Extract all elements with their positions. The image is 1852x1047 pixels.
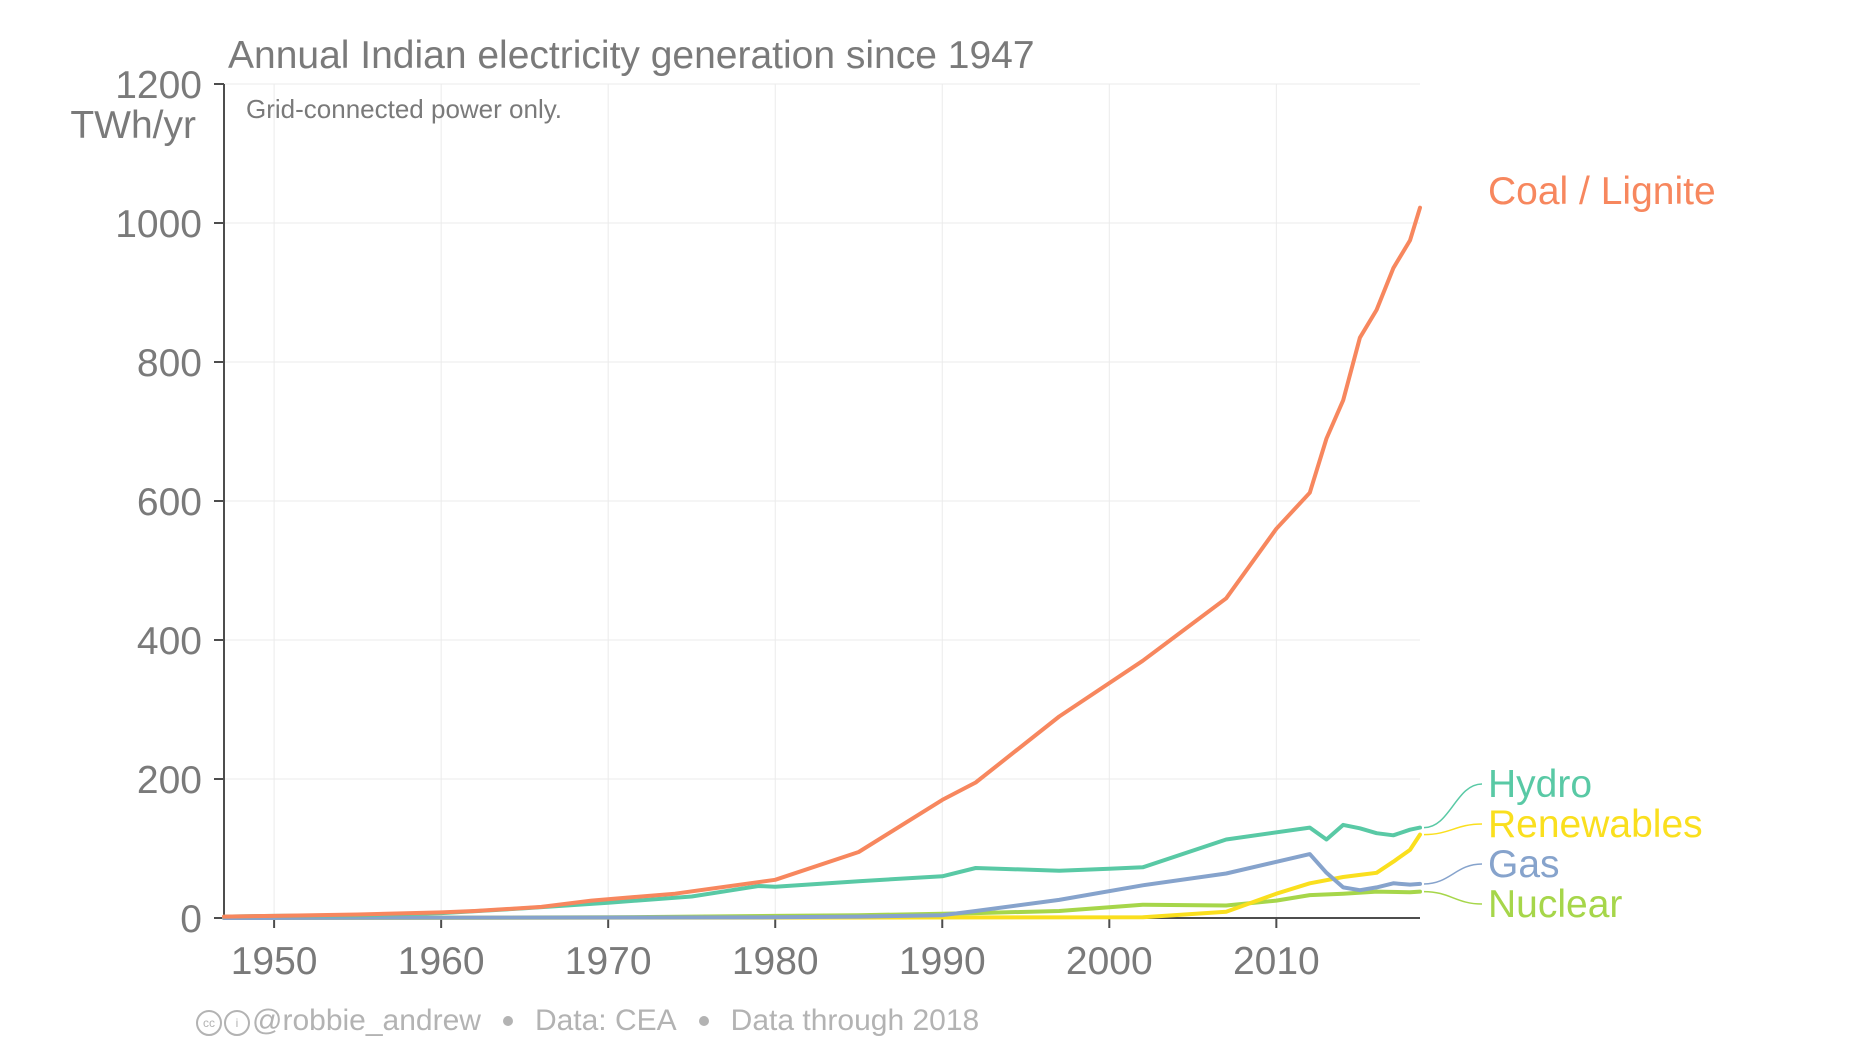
series-label-gas: Gas [1488, 843, 1560, 886]
attribution-icon: i [224, 1010, 250, 1036]
y-tick-label: 600 [137, 481, 202, 524]
x-tick-label: 1950 [231, 940, 318, 983]
x-tick-label: 1970 [565, 940, 652, 983]
x-tick-label: 2010 [1233, 940, 1320, 983]
y-tick-label: 1000 [115, 203, 202, 246]
y-tick-label: 400 [137, 620, 202, 663]
y-tick-label: 800 [137, 342, 202, 385]
series-line-renewables [222, 832, 1422, 920]
chart-subtitle: Grid-connected power only. [246, 94, 562, 124]
footer-handle: @robbie_andrew [252, 1004, 481, 1037]
axis-layer: 0 200 400 600 800 1000 1200 1950 1960 1970 1980 199… [115, 64, 1420, 983]
y-axis-unit-label: TWh/yr [70, 104, 196, 147]
label-leader-gas [1423, 863, 1483, 885]
y-tick-label: 0 [180, 898, 202, 941]
series-layer [222, 205, 1422, 920]
label-leader-renewables [1423, 823, 1483, 836]
series-label-nuclear: Nuclear [1488, 883, 1622, 926]
footer-source: Data: CEA [534, 1004, 677, 1037]
creative-commons-icon: cc [196, 1010, 222, 1036]
separator-dot [502, 1016, 513, 1026]
series-label-hydro: Hydro [1488, 763, 1592, 806]
series-label-coal: Coal / Lignite [1488, 170, 1716, 213]
footer: cc i @robbie_andrew Data: CEA Data through 2… [196, 1004, 979, 1039]
series-line-coal [222, 205, 1422, 919]
separator-dot [698, 1016, 709, 1026]
x-tick-label: 2000 [1066, 940, 1153, 983]
label-leader-nuclear [1423, 890, 1483, 905]
grid-layer [224, 83, 1420, 919]
y-tick-label: 200 [137, 759, 202, 802]
footer-data-through: Data through 2018 [730, 1004, 980, 1037]
y-tick-label: 1200 [115, 64, 202, 107]
x-tick-label: 1960 [398, 940, 485, 983]
label-leader-hydro [1423, 783, 1483, 829]
series-line-gas [222, 852, 1422, 920]
series-label-renewables: Renewables [1488, 803, 1703, 846]
x-tick-label: 1980 [732, 940, 819, 983]
x-tick-label: 1990 [899, 940, 986, 983]
chart-title: Annual Indian electricity generation sin… [228, 34, 1035, 77]
